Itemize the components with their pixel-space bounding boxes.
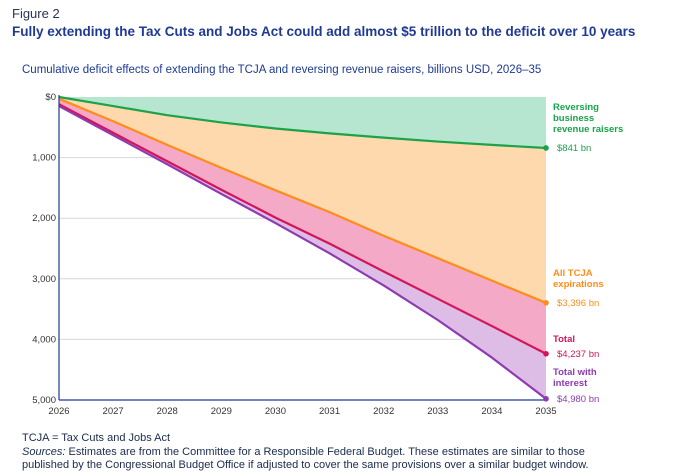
series-end-value-3: $4,980 bn xyxy=(557,394,599,405)
sources-line-1: Estimates are from the Committee for a R… xyxy=(65,446,585,458)
x-tick-label: 2032 xyxy=(373,406,394,417)
x-tick-label: 2028 xyxy=(157,406,178,417)
abbreviation-note: TCJA = Tax Cuts and Jobs Act xyxy=(22,432,171,444)
area-band-1 xyxy=(59,97,546,303)
y-tick-label: 4,000 xyxy=(32,334,56,345)
x-tick-label: 2027 xyxy=(103,406,124,417)
area-band-0 xyxy=(59,97,546,148)
y-tick-label: 2,000 xyxy=(32,213,56,224)
sources-note: Sources: Estimates are from the Committe… xyxy=(22,446,589,472)
series-line-0 xyxy=(58,95,547,150)
series-end-dot-3 xyxy=(543,395,549,402)
chart-subtitle: Cumulative deficit effects of extending … xyxy=(22,64,542,76)
series-end-value-1: $3,396 bn xyxy=(557,298,599,309)
series-end-dot-1 xyxy=(543,299,549,306)
series-label-0: Reversing xyxy=(553,102,599,113)
chart-title: Fully extending the Tax Cuts and Jobs Ac… xyxy=(12,24,636,39)
series-end-dot-2 xyxy=(543,350,549,357)
x-tick-label: 2026 xyxy=(48,406,69,417)
series-label-3: Total with xyxy=(553,367,597,378)
figure-label: Figure 2 xyxy=(12,6,60,21)
y-tick-label: 1,000 xyxy=(32,153,56,164)
x-tick-label: 2029 xyxy=(211,406,232,417)
y-tick-label: 5,000 xyxy=(32,395,56,406)
series-label-1: expirations xyxy=(553,279,604,290)
series-label-1: All TCJA xyxy=(553,268,593,279)
series-end-value-2: $4,237 bn xyxy=(557,349,599,360)
area-band-2 xyxy=(59,98,546,354)
series-label-0: revenue raisers xyxy=(553,124,623,135)
series-line-1 xyxy=(58,97,547,304)
x-tick-label: 2031 xyxy=(319,406,340,417)
y-tick-label: $0 xyxy=(45,92,56,103)
x-tick-label: 2030 xyxy=(265,406,286,417)
x-tick-label: 2035 xyxy=(535,406,556,417)
series-end-value-0: $841 bn xyxy=(557,143,591,154)
series-label-2: Total xyxy=(553,334,575,345)
x-tick-label: 2033 xyxy=(427,406,448,417)
x-tick-label: 2034 xyxy=(481,406,502,417)
y-tick-label: 3,000 xyxy=(32,274,56,285)
series-label-3: interest xyxy=(553,378,588,389)
series-end-dot-0 xyxy=(543,145,549,151)
sources-line-2: published by the Congressional Budget Of… xyxy=(22,459,589,471)
series-label-0: business xyxy=(553,113,594,124)
series-line-2 xyxy=(58,103,547,355)
series-line-3 xyxy=(58,105,547,400)
sources-lead: Sources: xyxy=(22,446,66,458)
